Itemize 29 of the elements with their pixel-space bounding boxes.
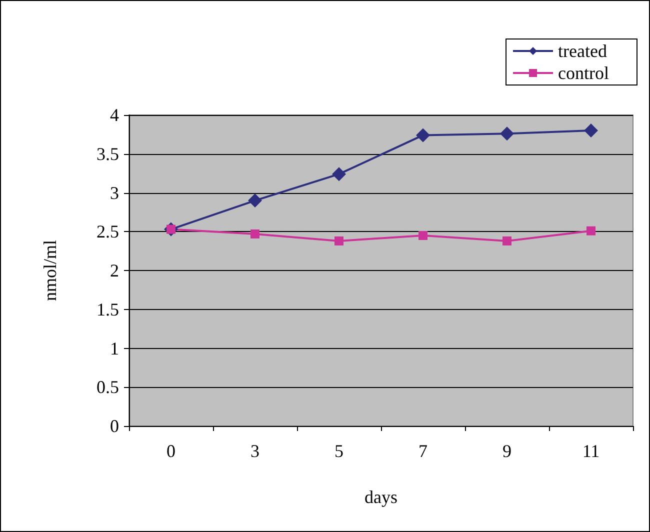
point bbox=[332, 167, 346, 182]
x-axis-title: days bbox=[364, 487, 398, 507]
x-tick-label: 0 bbox=[166, 441, 176, 461]
legend-label: control bbox=[558, 63, 610, 83]
point bbox=[586, 226, 596, 236]
y-tick-label: 1 bbox=[110, 338, 119, 358]
point bbox=[418, 231, 428, 240]
point bbox=[416, 128, 430, 142]
point bbox=[250, 229, 260, 238]
y-axis-title: nmol/ml bbox=[40, 240, 60, 302]
y-tick-label: 2.5 bbox=[96, 222, 119, 242]
x-tick-label: 9 bbox=[502, 441, 512, 461]
point bbox=[584, 124, 598, 138]
y-tick-label: 3 bbox=[110, 182, 119, 203]
x-tick-label: 3 bbox=[250, 441, 260, 461]
point bbox=[248, 194, 262, 208]
y-tick-label: 4 bbox=[110, 105, 119, 125]
point bbox=[334, 236, 344, 246]
x-tick-label: 11 bbox=[582, 441, 600, 461]
legend-label: treated bbox=[558, 41, 607, 61]
y-tick-label: 0 bbox=[110, 416, 119, 436]
point bbox=[502, 236, 512, 246]
x-tick-label: 7 bbox=[418, 441, 428, 461]
y-tick-label: 0.5 bbox=[96, 377, 119, 398]
y-tick-label: 1.5 bbox=[96, 299, 119, 320]
x-tick-label: 5 bbox=[334, 441, 344, 461]
point bbox=[500, 126, 514, 141]
y-tick-label: 2 bbox=[110, 260, 119, 280]
y-tick-label: 3.5 bbox=[96, 144, 119, 164]
